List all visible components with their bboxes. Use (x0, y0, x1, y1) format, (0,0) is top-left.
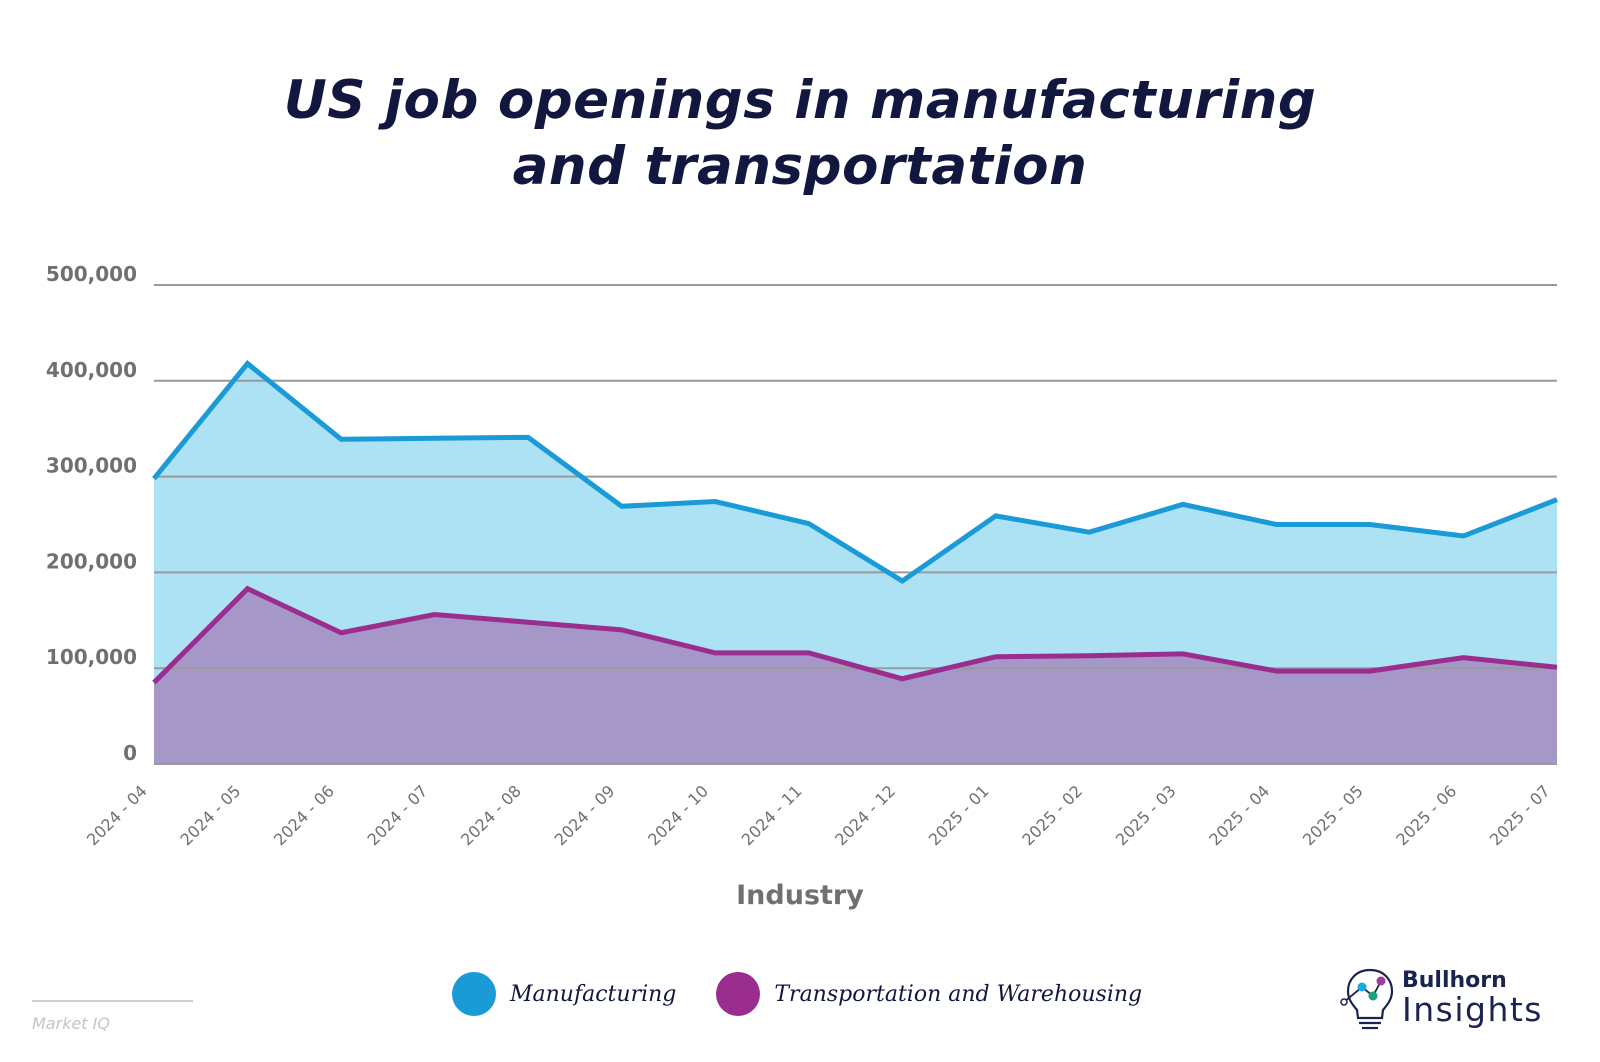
line-transportation (152, 585, 1558, 685)
y-tick-label: 0 (123, 741, 137, 765)
y-tick-label: 100,000 (46, 645, 137, 669)
y-tick-label: 200,000 (46, 549, 137, 573)
logo-text-bullhorn: Bullhorn (1402, 968, 1507, 993)
x-tick-label: 2024 - 05 (176, 781, 244, 849)
x-tick-label: 2024 - 04 (83, 781, 151, 849)
area-transportation (154, 588, 1557, 764)
logo-text-insights: Insights (1402, 990, 1544, 1029)
chart-title-line-2: and transportation (512, 136, 1088, 197)
x-tick-label: 2024 - 09 (551, 781, 619, 849)
y-tick-label: 500,000 (46, 262, 137, 286)
area-chart: 0 100,000 200,000 300,000 400,000 500,000 202… (46, 262, 1558, 849)
legend-label-transportation: Transportation and Warehousing (774, 981, 1143, 1007)
x-tick-label: 2024 - 12 (831, 781, 899, 849)
x-tick-label: 2025 - 02 (1018, 781, 1086, 849)
x-tick-label: 2025 - 06 (1392, 781, 1460, 849)
x-tick-label: 2024 - 11 (738, 781, 806, 849)
chart-title-line-1: US job openings in manufacturing (283, 70, 1317, 131)
chart-title: US job openings in manufacturing and tra… (0, 68, 1600, 200)
x-tick-label: 2025 - 05 (1299, 781, 1367, 849)
x-axis-title: Industry (736, 880, 864, 911)
y-tick-label: 300,000 (46, 454, 137, 478)
legend-item-transportation[interactable]: Transportation and Warehousing (716, 972, 1142, 1016)
x-tick-label: 2024 - 06 (270, 781, 338, 849)
x-tick-label: 2025 - 07 (1486, 781, 1554, 849)
x-tick-label: 2024 - 10 (644, 781, 712, 849)
legend-swatch-transportation (716, 972, 761, 1016)
source-divider (32, 1000, 193, 1002)
x-tick-label: 2024 - 07 (364, 781, 432, 849)
series-lines (152, 360, 1558, 685)
x-axis-ticks: 2024 - 04 2024 - 05 2024 - 06 2024 - 07 2024… (83, 781, 1554, 849)
legend-label-manufacturing: Manufacturing (510, 981, 677, 1007)
areas (154, 363, 1557, 764)
x-tick-label: 2024 - 08 (457, 781, 525, 849)
source-label: Market IQ (32, 1014, 110, 1033)
line-manufacturing (152, 360, 1558, 585)
y-axis-ticks: 0 100,000 200,000 300,000 400,000 500,000 (46, 262, 137, 765)
x-tick-label: 2025 - 04 (1205, 781, 1273, 849)
legend-swatch-manufacturing (452, 972, 496, 1016)
x-tick-label: 2025 - 01 (925, 781, 993, 849)
legend: Manufacturing Transportation and Warehou… (452, 972, 1182, 1016)
lightbulb-icon (1340, 968, 1394, 1030)
bullhorn-insights-logo: Bullhorn Insights (1340, 966, 1580, 1036)
legend-item-manufacturing[interactable]: Manufacturing (452, 972, 676, 1016)
x-tick-label: 2025 - 03 (1112, 781, 1180, 849)
y-tick-label: 400,000 (46, 358, 137, 382)
